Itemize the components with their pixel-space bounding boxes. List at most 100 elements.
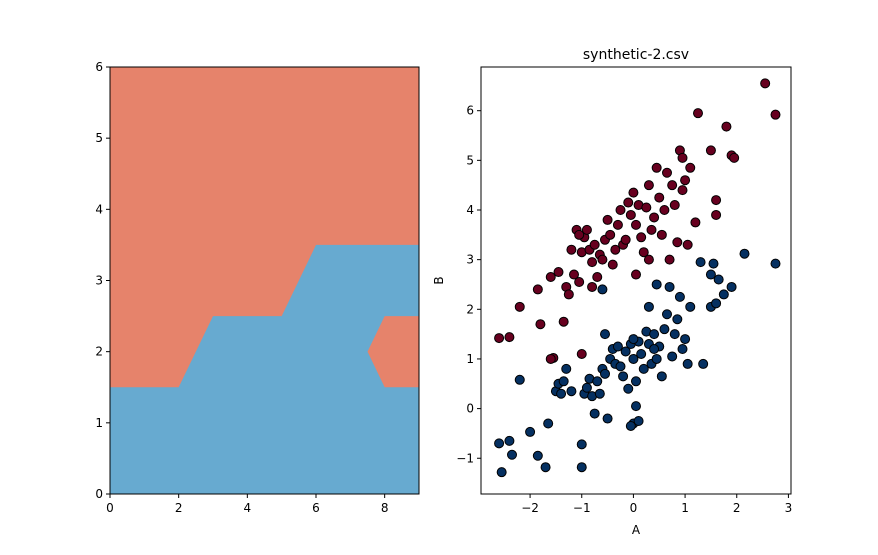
right-axes-frame	[480, 66, 792, 495]
scatter-point-class-2	[680, 334, 691, 345]
scatter-point-class-2	[594, 388, 605, 399]
scatter-point-class-2	[682, 358, 693, 369]
scatter-point-class-2	[636, 348, 647, 359]
scatter-point-class-1	[607, 259, 618, 270]
scatter-point-class-2	[602, 413, 613, 424]
scatter-point-class-1	[605, 229, 616, 240]
scatter-point-class-2	[581, 382, 592, 393]
scatter-point-class-2	[667, 351, 678, 362]
left-x-tick-label: 6	[312, 501, 320, 515]
right-x-tick-label: 3	[785, 501, 793, 515]
scatter-point-class-1	[612, 219, 623, 230]
scatter-point-class-2	[620, 346, 631, 357]
scatter-point-class-1	[677, 152, 688, 163]
scatter-point-class-2	[540, 462, 551, 473]
scatter-point-class-2	[713, 274, 724, 285]
scatter-point-class-1	[631, 219, 641, 230]
scatter-point-class-2	[656, 371, 667, 382]
scatter-point-class-1	[664, 254, 675, 265]
left-y-tick-label: 3	[95, 274, 103, 288]
scatter-point-class-1	[672, 237, 683, 248]
left-y-ticks: 0 1 2 3 4 5 6	[95, 60, 110, 501]
scatter-point-class-2	[615, 361, 626, 372]
scatter-point-class-2	[514, 374, 525, 385]
scatter-point-class-2	[532, 450, 543, 461]
scatter-point-class-2	[662, 309, 672, 320]
scatter-point-class-2	[770, 258, 781, 269]
right-x-tick-label: −2	[521, 501, 539, 515]
scatter-point-class-1	[535, 319, 546, 330]
scatter-point-class-1	[574, 229, 585, 240]
scatter-point-class-1	[631, 269, 641, 280]
scatter-point-class-1	[760, 78, 771, 89]
left-x-tick-label: 0	[106, 501, 114, 515]
right-x-tick-label: 0	[630, 501, 638, 515]
scatter-point-class-2	[643, 301, 654, 312]
scatter-point-class-2	[600, 368, 610, 379]
scatter-point-class-2	[638, 363, 649, 374]
right-y-tick-label: 4	[466, 203, 474, 217]
scatter-point-class-1	[574, 276, 585, 287]
scatter-point-class-1	[662, 167, 672, 178]
scatter-plot: synthetic-2.csv −2 −1 0 1 2 3 −1 0 1 2 3 4 5 6 A B	[432, 47, 792, 537]
scatter-point-class-1	[553, 267, 564, 278]
scatter-point-class-1	[625, 209, 636, 220]
scatter-point-class-1	[646, 224, 657, 235]
scatter-point-class-2	[576, 439, 587, 450]
scatter-point-class-2	[525, 426, 536, 437]
scatter-point-class-1	[729, 152, 740, 163]
scatter-point-class-2	[592, 376, 603, 387]
scatter-point-class-2	[726, 281, 737, 292]
scatter-point-class-2	[633, 416, 644, 427]
left-y-tick-label: 4	[95, 202, 103, 216]
scatter-point-class-2	[649, 344, 660, 355]
scatter-point-class-2	[589, 408, 600, 419]
left-y-tick-label: 2	[95, 345, 103, 359]
scatter-point-class-1	[587, 281, 598, 292]
scatter-point-class-1	[563, 289, 574, 300]
scatter-point-class-2	[651, 353, 662, 364]
x-axis-label: A	[632, 523, 641, 537]
scatter-point-class-1	[581, 224, 592, 235]
right-x-tick-label: 2	[733, 501, 741, 515]
left-y-tick-label: 5	[95, 131, 103, 145]
left-x-ticks: 0 2 4 6 8	[106, 494, 388, 515]
left-x-tick-label: 8	[381, 501, 389, 515]
scatter-point-class-2	[597, 284, 608, 295]
right-x-tick-label: 1	[681, 501, 689, 515]
scatter-point-class-2	[672, 314, 683, 325]
scatter-point-class-1	[566, 244, 577, 255]
scatter-point-class-2	[507, 449, 517, 460]
scatter-point-class-2	[612, 341, 623, 352]
scatter-point-class-1	[770, 109, 781, 120]
scatter-point-class-1	[643, 180, 654, 191]
scatter-point-class-2	[504, 435, 515, 446]
right-y-tick-label: 0	[466, 402, 474, 416]
left-y-tick-label: 1	[95, 416, 103, 430]
scatter-point-class-1	[545, 272, 556, 283]
scatter-point-class-1	[685, 162, 696, 173]
scatter-point-class-1	[569, 269, 579, 280]
scatter-point-class-2	[618, 371, 629, 382]
right-y-tick-label: −1	[456, 451, 474, 465]
scatter-point-class-1	[615, 204, 626, 215]
scatter-point-class-2	[628, 353, 639, 364]
scatter-point-class-1	[610, 244, 621, 255]
right-x-ticks: −2 −1 0 1 2 3	[521, 494, 792, 515]
scatter-point-class-2	[631, 376, 641, 387]
scatter-point-class-2	[625, 420, 636, 431]
scatter-point-class-1	[669, 200, 680, 211]
y-axis-label: B	[432, 276, 446, 284]
scatter-point-class-2	[677, 344, 688, 355]
right-y-tick-label: 6	[466, 104, 474, 118]
scatter-point-class-2	[649, 329, 660, 340]
scatter-point-class-1	[693, 108, 703, 119]
scatter-point-class-2	[628, 334, 639, 345]
scatter-point-class-2	[651, 279, 662, 290]
scatter-point-class-1	[623, 197, 634, 208]
scatter-point-class-1	[558, 316, 569, 327]
right-y-ticks: −1 0 1 2 3 4 5 6	[456, 104, 481, 465]
scatter-point-class-1	[628, 187, 639, 198]
scatter-point-class-2	[576, 462, 587, 473]
